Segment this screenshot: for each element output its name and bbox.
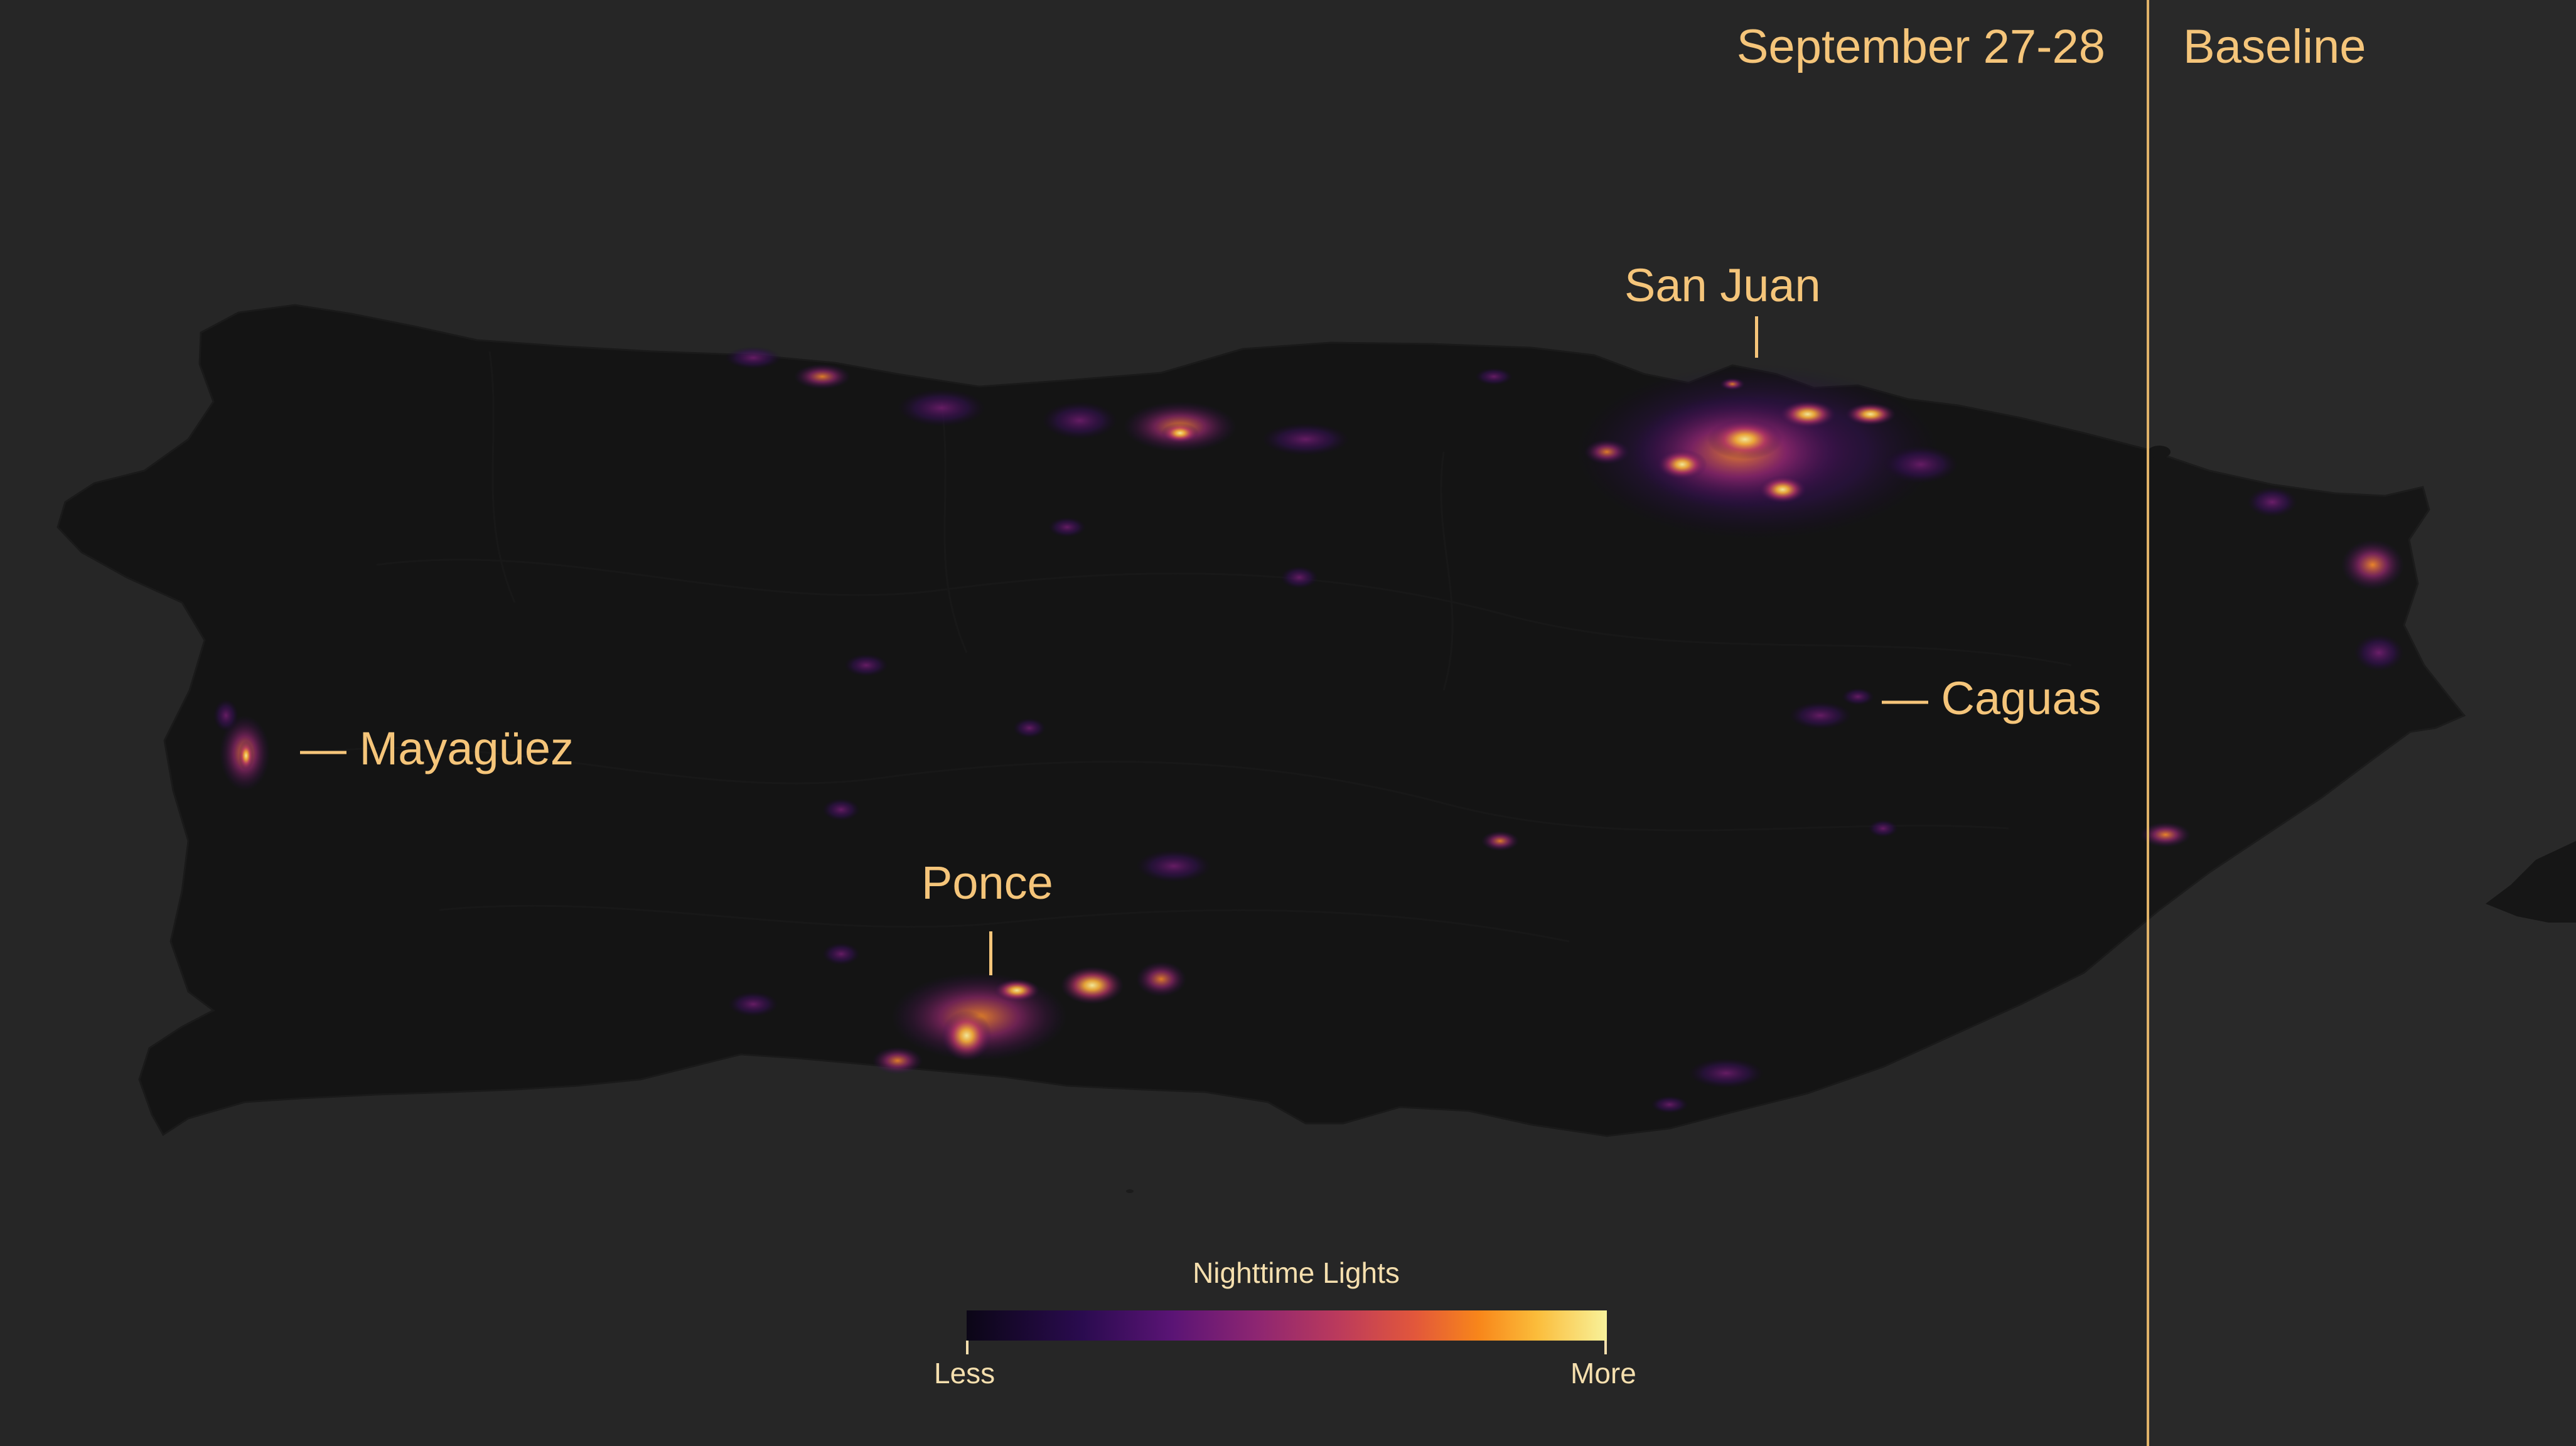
legend-tick-max [1604, 1341, 1607, 1354]
legend-label-less: Less [934, 1357, 996, 1390]
vieques-island [2486, 841, 2576, 923]
islet [2148, 446, 2171, 458]
panel-divider[interactable] [2147, 0, 2149, 1446]
terrain-texture [313, 351, 2072, 943]
ponce-leader-line [989, 931, 992, 975]
panel-label-baseline: Baseline [2183, 20, 2366, 73]
city-label-mayaguez: — Mayagüez [300, 722, 574, 774]
islet [1126, 1189, 1134, 1193]
city-label-san-juan: San Juan [1624, 259, 1821, 311]
legend-tick-min [966, 1341, 969, 1354]
nighttime-lights [213, 346, 2404, 1113]
legend-title: Nighttime Lights [1193, 1256, 1400, 1289]
city-label-caguas: — Caguas [1882, 672, 2101, 724]
legend-color-ramp [967, 1310, 1607, 1341]
left-panel-shade [0, 0, 2147, 1446]
panel-label-current: September 27-28 [1736, 20, 2105, 73]
legend-label-more: More [1570, 1357, 1636, 1390]
san-juan-leader-line [1755, 316, 1758, 358]
city-label-ponce: Ponce [921, 857, 1053, 909]
